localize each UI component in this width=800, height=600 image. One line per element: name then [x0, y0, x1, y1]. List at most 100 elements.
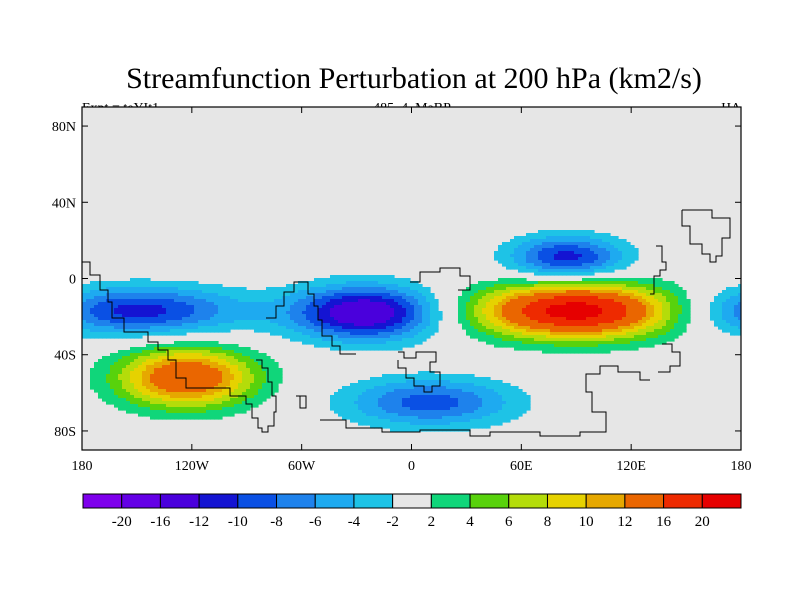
field-cell — [674, 314, 679, 318]
field-cell — [266, 365, 271, 369]
field-cell — [722, 311, 727, 315]
field-cell — [126, 389, 131, 393]
field-cell — [194, 347, 199, 351]
field-cell — [306, 308, 311, 312]
field-cell — [582, 320, 587, 324]
field-cell — [542, 311, 547, 315]
field-cell — [550, 314, 555, 318]
field-cell — [226, 359, 231, 363]
field-cell — [398, 341, 403, 345]
field-cell — [550, 260, 555, 264]
field-cell — [646, 338, 651, 342]
field-cell — [234, 311, 239, 315]
field-cell — [562, 320, 567, 324]
field-cell — [202, 308, 207, 312]
field-cell — [330, 293, 335, 297]
field-cell — [534, 248, 539, 252]
field-cell — [502, 404, 507, 408]
field-cell — [494, 395, 499, 399]
field-cell — [174, 395, 179, 399]
field-cell — [178, 347, 183, 351]
field-cell — [146, 404, 151, 408]
field-cell — [494, 335, 499, 339]
field-cell — [214, 377, 219, 381]
field-cell — [378, 323, 383, 327]
field-cell — [374, 332, 379, 336]
field-cell — [454, 398, 459, 402]
field-cell — [522, 293, 527, 297]
field-cell — [718, 317, 723, 321]
field-cell — [598, 266, 603, 270]
field-cell — [590, 320, 595, 324]
field-cell — [126, 395, 131, 399]
field-cell — [506, 389, 511, 393]
field-cell — [146, 323, 151, 327]
field-cell — [258, 317, 263, 321]
field-cell — [554, 335, 559, 339]
field-cell — [602, 338, 607, 342]
field-cell — [578, 350, 583, 354]
field-cell — [142, 353, 147, 357]
field-cell — [182, 347, 187, 351]
field-cell — [630, 329, 635, 333]
field-cell — [82, 287, 87, 291]
field-cell — [126, 314, 131, 318]
field-cell — [518, 266, 523, 270]
field-cell — [154, 326, 159, 330]
field-cell — [190, 392, 195, 396]
field-cell — [190, 296, 195, 300]
field-cell — [314, 281, 319, 285]
field-cell — [126, 287, 131, 291]
field-cell — [114, 290, 119, 294]
field-cell — [250, 311, 255, 315]
field-cell — [578, 254, 583, 258]
field-cell — [454, 389, 459, 393]
field-cell — [122, 377, 127, 381]
field-cell — [190, 314, 195, 318]
field-cell — [278, 371, 283, 375]
field-cell — [674, 305, 679, 309]
field-cell — [586, 335, 591, 339]
field-cell — [470, 299, 475, 303]
field-cell — [350, 404, 355, 408]
field-cell — [110, 395, 115, 399]
field-cell — [630, 314, 635, 318]
field-cell — [330, 287, 335, 291]
field-cell — [214, 395, 219, 399]
field-cell — [262, 353, 267, 357]
field-cell — [150, 281, 155, 285]
field-cell — [622, 266, 627, 270]
field-cell — [582, 266, 587, 270]
field-cell — [382, 278, 387, 282]
field-cell — [390, 275, 395, 279]
field-cell — [650, 299, 655, 303]
field-cell — [574, 257, 579, 261]
field-cell — [558, 248, 563, 252]
field-cell — [446, 389, 451, 393]
field-cell — [578, 302, 583, 306]
field-cell — [106, 308, 111, 312]
field-cell — [162, 356, 167, 360]
field-cell — [478, 332, 483, 336]
field-cell — [570, 248, 575, 252]
field-cell — [146, 380, 151, 384]
field-cell — [386, 398, 391, 402]
field-cell — [394, 299, 399, 303]
field-cell — [406, 401, 411, 405]
field-cell — [418, 314, 423, 318]
field-cell — [174, 404, 179, 408]
field-cell — [378, 332, 383, 336]
field-cell — [646, 323, 651, 327]
field-cell — [362, 320, 367, 324]
field-cell — [90, 329, 95, 333]
field-cell — [126, 317, 131, 321]
field-cell — [390, 329, 395, 333]
field-cell — [474, 320, 479, 324]
field-cell — [614, 254, 619, 258]
field-cell — [682, 296, 687, 300]
field-cell — [406, 284, 411, 288]
field-cell — [734, 293, 739, 297]
field-cell — [530, 233, 535, 237]
field-cell — [90, 380, 95, 384]
field-cell — [386, 299, 391, 303]
